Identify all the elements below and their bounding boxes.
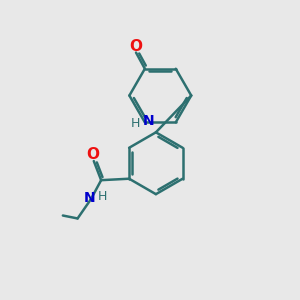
Text: N: N xyxy=(142,114,154,128)
Text: O: O xyxy=(86,147,99,162)
Text: N: N xyxy=(84,191,95,205)
Text: H: H xyxy=(97,190,107,203)
Text: O: O xyxy=(130,39,142,54)
Text: H: H xyxy=(131,117,140,130)
